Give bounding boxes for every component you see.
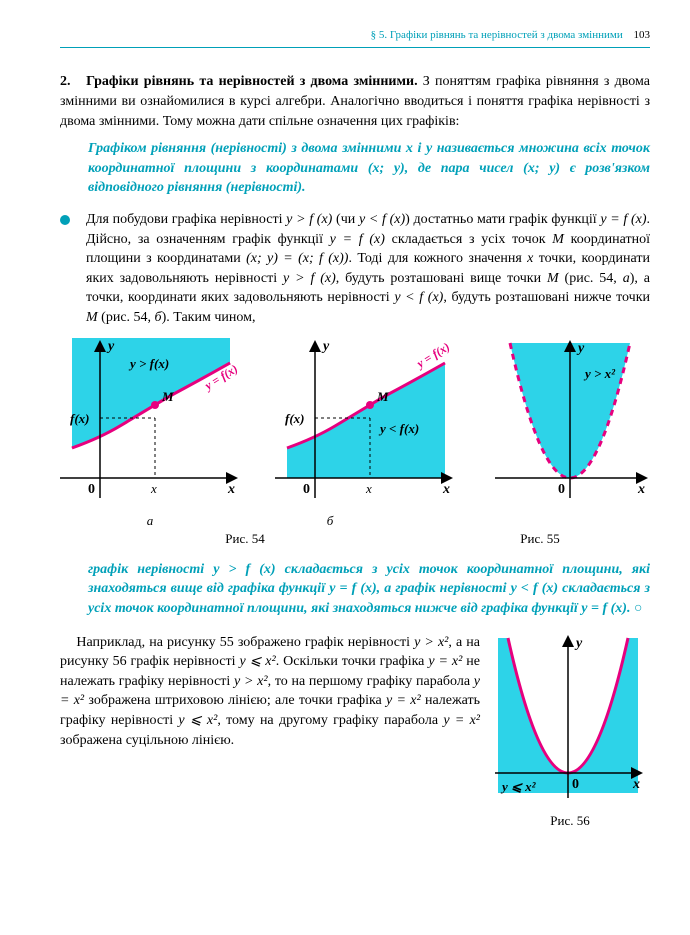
- fig-56: y x 0 y ⩽ x²: [490, 633, 645, 808]
- svg-text:M: M: [376, 389, 389, 404]
- svg-text:x: x: [632, 777, 640, 792]
- definition: Графіком рівняння (нерівності) з двома з…: [60, 139, 650, 198]
- svg-text:f(x): f(x): [70, 411, 90, 426]
- svg-text:y: y: [321, 339, 330, 354]
- fig55-caption: Рис. 55: [430, 530, 650, 548]
- page-number: 103: [634, 29, 651, 41]
- conclusion: графік нерівності y > f (x) складається …: [60, 560, 650, 619]
- svg-text:f(x): f(x): [285, 411, 305, 426]
- heading-num: 2.: [60, 74, 71, 89]
- svg-text:x: x: [442, 482, 450, 497]
- heading-title: Графіки рівнянь та нерівностей з двома з…: [86, 74, 418, 89]
- svg-text:y: y: [106, 339, 115, 354]
- svg-text:0: 0: [558, 482, 565, 497]
- svg-text:y < f(x): y < f(x): [378, 421, 419, 436]
- section-title: § 5. Графіки рівнянь та нерівностей з дв…: [371, 29, 623, 41]
- svg-text:y > x²: y > x²: [583, 366, 616, 381]
- svg-text:M: M: [161, 389, 174, 404]
- fig-54a: y x 0 y > f(x) M f(x) x y = f(x): [60, 338, 240, 508]
- heading-para: 2. Графіки рівнянь та нерівностей з двом…: [60, 72, 650, 131]
- figure-row-54-55: y x 0 y > f(x) M f(x) x y = f(x) y x 0 M…: [60, 338, 650, 508]
- svg-text:y: y: [574, 636, 583, 651]
- bullet-block: Для побудови графіка нерівності y > f (x…: [60, 210, 650, 328]
- fig54a-label: а: [60, 512, 240, 530]
- svg-text:0: 0: [88, 482, 95, 497]
- conclusion-row: графік нерівності y > f (x) складається …: [60, 560, 650, 830]
- fig-caption-row: Рис. 54 Рис. 55: [60, 530, 650, 548]
- svg-text:0: 0: [303, 482, 310, 497]
- fig54-caption: Рис. 54: [60, 530, 430, 548]
- svg-text:0: 0: [572, 777, 579, 792]
- bullet-icon: [60, 215, 70, 225]
- p2-text: Для побудови графіка нерівності y > f (x…: [86, 210, 650, 328]
- page-header: § 5. Графіки рівнянь та нерівностей з дв…: [60, 28, 650, 48]
- svg-text:y ⩽ x²: y ⩽ x²: [500, 779, 537, 794]
- fig54-sublabels: а б: [60, 512, 430, 530]
- fig56-caption: Рис. 56: [490, 812, 650, 830]
- fig54b-label: б: [240, 512, 420, 530]
- svg-text:x: x: [150, 481, 157, 496]
- svg-text:x: x: [227, 482, 235, 497]
- fig-54b: y x 0 M f(x) y < f(x) x y = f(x): [275, 338, 455, 508]
- svg-text:y = f(x): y = f(x): [412, 339, 452, 371]
- svg-text:y: y: [576, 341, 585, 356]
- svg-text:y > f(x): y > f(x): [128, 356, 169, 371]
- fig-55: y x 0 y > x²: [490, 338, 650, 508]
- svg-text:x: x: [365, 481, 372, 496]
- p3-text: Наприклад, на рисунку 55 зображено графі…: [60, 633, 490, 830]
- fig-56-wrap: y x 0 y ⩽ x² Рис. 56: [490, 633, 650, 830]
- svg-text:x: x: [637, 482, 645, 497]
